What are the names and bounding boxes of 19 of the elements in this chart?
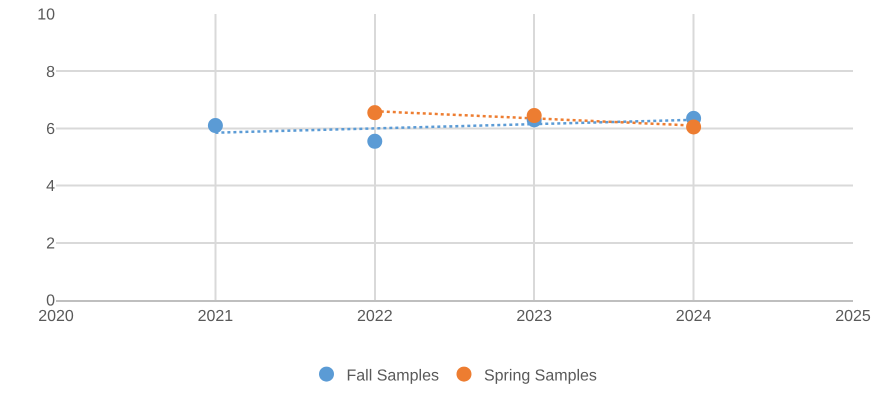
x-tick-label: 2020	[38, 308, 74, 325]
y-tick-label: 4	[46, 178, 56, 196]
legend-label: Spring Samples	[484, 367, 597, 384]
x-tick-label: 2022	[357, 308, 393, 325]
x-tick-label: 2023	[516, 308, 552, 325]
y-tick-label: 10	[37, 6, 56, 24]
y-tick-label: 6	[46, 121, 56, 138]
x-tick-label: 2021	[198, 308, 234, 325]
y-tick-label: 0	[46, 292, 56, 310]
y-tick-label: 8	[46, 64, 56, 81]
point	[208, 118, 223, 134]
point	[367, 134, 382, 149]
x-tick-label: 2024	[676, 308, 712, 325]
y-tick-label: 2	[46, 235, 56, 252]
point	[686, 119, 702, 134]
point	[367, 105, 382, 120]
x-tick-label: 2025	[835, 308, 871, 325]
point	[526, 108, 542, 124]
legend-label: Fall Samples	[346, 367, 439, 384]
